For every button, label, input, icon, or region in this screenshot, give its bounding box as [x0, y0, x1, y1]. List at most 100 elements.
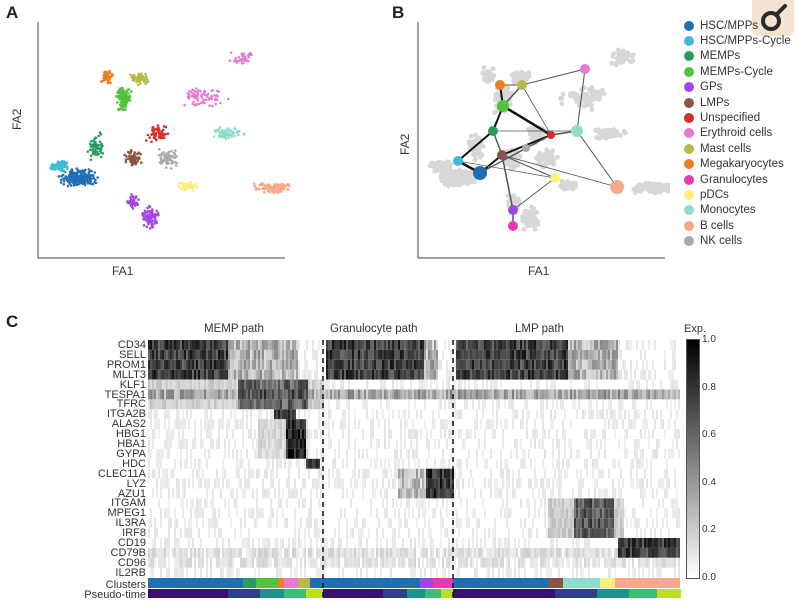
- heatmap-cell: [674, 399, 676, 410]
- heatmap-cell: [278, 349, 280, 360]
- heatmap-cell: [296, 429, 298, 439]
- heatmap-cell: [550, 379, 552, 390]
- cell-point: [54, 164, 57, 168]
- heatmap-cell: [450, 468, 452, 479]
- heatmap-cell: [460, 349, 462, 360]
- heatmap-cell: [186, 359, 188, 370]
- heatmap-cell: [522, 349, 524, 360]
- cell-point: [620, 48, 626, 54]
- heatmap-cell: [604, 429, 606, 439]
- heatmap-cell: [358, 349, 360, 360]
- heatmap-cell: [266, 439, 268, 449]
- heatmap-cell: [200, 340, 202, 350]
- heatmap-cell: [408, 389, 410, 400]
- cell-point: [581, 103, 587, 109]
- heatmap-cell: [618, 409, 620, 420]
- cell-point: [513, 162, 518, 168]
- heatmap-cell: [178, 359, 180, 370]
- heatmap-cell: [182, 369, 184, 380]
- heatmap-cell: [468, 349, 470, 360]
- heatmap-cell: [194, 359, 196, 370]
- heatmap-cell: [606, 389, 608, 400]
- graph-node: [522, 144, 530, 152]
- heatmap-cell: [514, 359, 516, 370]
- heatmap-cell: [492, 369, 494, 380]
- heatmap-cell: [636, 340, 638, 350]
- heatmap-cell: [298, 389, 300, 400]
- heatmap-cell: [188, 379, 190, 390]
- heatmap-cell: [436, 369, 438, 380]
- heatmap-cell: [190, 340, 192, 350]
- cell-point: [129, 196, 132, 199]
- heatmap-cell: [284, 399, 286, 410]
- cell-point: [597, 93, 603, 99]
- heatmap-cell: [432, 359, 434, 370]
- heatmap-cell: [148, 379, 150, 390]
- graph-node: [453, 156, 463, 166]
- cell-point: [267, 187, 271, 190]
- heatmap-cell: [362, 349, 364, 360]
- heatmap-cell: [524, 340, 526, 350]
- heatmap-cell: [386, 340, 388, 350]
- heatmap-cell: [614, 340, 616, 350]
- heatmap-cell: [272, 349, 274, 360]
- heatmap-cell: [636, 409, 638, 420]
- legend-label: NK cells: [700, 235, 743, 248]
- heatmap-cell: [520, 439, 522, 449]
- heatmap-cell: [402, 379, 404, 390]
- heatmap-cell: [668, 389, 670, 400]
- heatmap-cell: [314, 349, 316, 360]
- heatmap-cell: [278, 359, 280, 370]
- heatmap-cell: [622, 419, 624, 430]
- cell-point: [583, 92, 589, 97]
- heatmap-cell: [386, 399, 388, 410]
- heatmap-cell: [486, 458, 488, 469]
- heatmap-cell: [148, 399, 150, 410]
- heatmap-cell: [546, 399, 548, 410]
- heatmap-cell: [566, 359, 568, 370]
- heatmap-cell: [486, 379, 488, 390]
- heatmap-cell: [344, 359, 346, 370]
- heatmap-cell: [592, 389, 594, 400]
- heatmap-cell: [328, 379, 330, 390]
- heatmap-cell: [416, 468, 418, 479]
- heatmap-cell: [264, 379, 266, 390]
- heatmap-cell: [580, 359, 582, 370]
- heatmap-cell: [250, 429, 252, 439]
- heatmap-cell: [278, 379, 280, 390]
- heatmap-cell: [678, 399, 680, 410]
- heatmap-cell: [416, 359, 418, 370]
- heatmap-cell: [464, 389, 466, 400]
- heatmap-cell: [174, 389, 176, 400]
- heatmap-cell: [304, 429, 306, 439]
- heatmap-cell: [182, 429, 184, 439]
- heatmap-cell: [520, 349, 522, 360]
- heatmap-cell: [638, 389, 640, 400]
- heatmap-cell: [218, 399, 220, 410]
- cell-point: [141, 214, 145, 217]
- heatmap-cell: [484, 458, 486, 469]
- heatmap-cell: [278, 340, 280, 350]
- heatmap-cell: [632, 458, 634, 469]
- cell-point: [457, 174, 462, 180]
- heatmap-cell: [500, 389, 502, 400]
- cell-point: [65, 175, 68, 179]
- heatmap-cell: [230, 369, 232, 380]
- heatmap-cell: [662, 419, 664, 430]
- heatmap-cell: [556, 389, 558, 400]
- heatmap-cell: [384, 458, 386, 469]
- heatmap-cell: [400, 389, 402, 400]
- heatmap-cell: [464, 359, 466, 370]
- heatmap-cell: [324, 419, 326, 430]
- heatmap-cell: [154, 379, 156, 390]
- heatmap-cell: [370, 419, 372, 430]
- heatmap-cell: [204, 419, 206, 430]
- heatmap-cell: [496, 389, 498, 400]
- cell-point: [145, 225, 149, 229]
- legend-swatch: [684, 143, 694, 154]
- cell-point: [234, 59, 237, 62]
- heatmap-cell: [160, 389, 162, 400]
- heatmap-cell: [390, 468, 392, 479]
- heatmap-cell: [198, 369, 200, 380]
- heatmap-cell: [534, 389, 536, 400]
